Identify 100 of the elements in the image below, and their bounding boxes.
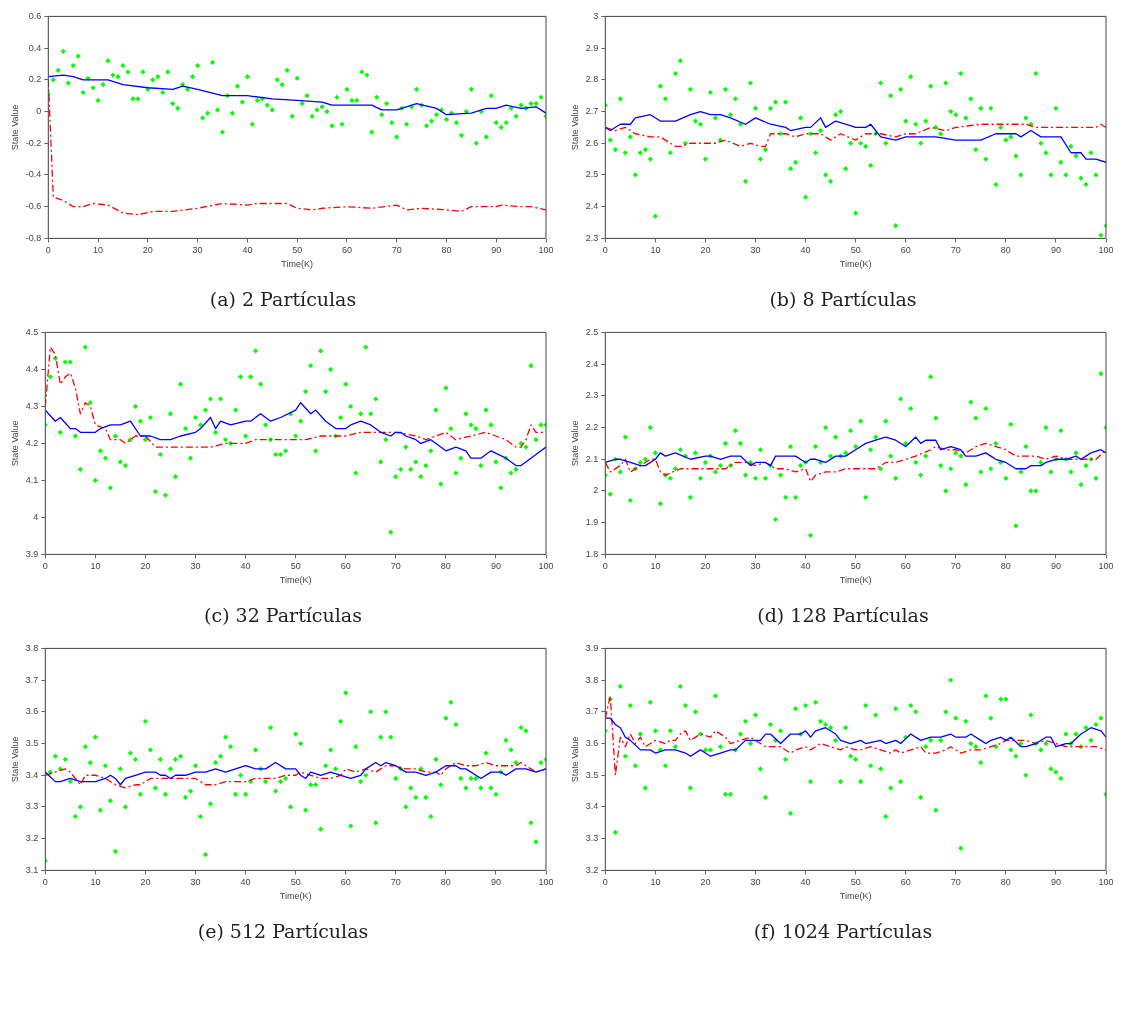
x-tick-label: 70 bbox=[390, 561, 401, 572]
x-tick-label: 30 bbox=[190, 877, 201, 888]
x-tick-label: 100 bbox=[538, 877, 554, 888]
y-tick-label: 0.6 bbox=[28, 10, 42, 21]
y-tick-label: 0.2 bbox=[28, 74, 42, 85]
y-tick-label: 1.8 bbox=[585, 548, 599, 559]
x-tick-label: 50 bbox=[292, 245, 303, 256]
text: (e) 512 Partículas bbox=[197, 920, 369, 942]
x-tick-label: 20 bbox=[700, 245, 711, 256]
x-tick-label: 50 bbox=[290, 877, 301, 888]
text: (f) 1024 Partículas bbox=[753, 920, 933, 942]
y-tick-label: -0.2 bbox=[25, 137, 42, 148]
y-tick-label: 0 bbox=[36, 106, 42, 117]
y-tick-label: 4 bbox=[33, 511, 39, 522]
x-tick-label: 70 bbox=[950, 245, 961, 256]
x-tick-label: 30 bbox=[750, 877, 761, 888]
x-tick-label: 90 bbox=[1050, 561, 1061, 572]
y-axis-title: State Value bbox=[9, 104, 20, 151]
y-tick-label: 3.2 bbox=[25, 833, 39, 844]
y-tick-label: 2.8 bbox=[585, 74, 599, 85]
x-tick-label: 20 bbox=[140, 561, 151, 572]
y-tick-label: 4.5 bbox=[25, 326, 39, 337]
y-axis-title: State Value bbox=[9, 420, 20, 467]
x-tick-label: 30 bbox=[192, 245, 203, 256]
x-tick-label: 80 bbox=[1000, 561, 1011, 572]
x-axis-title: Time(K) bbox=[839, 575, 872, 586]
x-tick-label: 100 bbox=[1098, 877, 1114, 888]
x-tick-label: 90 bbox=[490, 561, 501, 572]
x-axis-title: Time(K) bbox=[279, 891, 312, 902]
y-tick-label: 4.3 bbox=[25, 400, 39, 411]
x-tick-label: 0 bbox=[602, 245, 608, 256]
x-tick-label: 100 bbox=[1098, 561, 1114, 572]
y-tick-label: -0.6 bbox=[25, 201, 42, 212]
x-tick-label: 80 bbox=[1000, 245, 1011, 256]
y-tick-label: 2.4 bbox=[585, 201, 599, 212]
x-tick-label: 50 bbox=[850, 245, 861, 256]
y-tick-label: 4.2 bbox=[25, 437, 39, 448]
y-tick-label: 2.9 bbox=[585, 42, 599, 53]
y-tick-label: 2.3 bbox=[585, 232, 599, 243]
x-tick-label: 80 bbox=[1000, 877, 1011, 888]
y-tick-label: 3.3 bbox=[585, 833, 599, 844]
y-axis-title: State Value bbox=[569, 420, 580, 467]
x-tick-label: 90 bbox=[1050, 245, 1061, 256]
y-tick-label: 4.4 bbox=[25, 363, 39, 374]
x-tick-label: 50 bbox=[290, 561, 301, 572]
x-tick-label: 40 bbox=[800, 245, 811, 256]
y-tick-label: 3.7 bbox=[585, 706, 599, 717]
x-tick-label: 10 bbox=[650, 245, 661, 256]
y-tick-label: 3.3 bbox=[25, 801, 39, 812]
y-tick-label: 3.9 bbox=[585, 642, 599, 653]
x-tick-label: 100 bbox=[538, 245, 554, 256]
x-tick-label: 90 bbox=[491, 245, 502, 256]
x-axis-title: Time(K) bbox=[281, 259, 313, 270]
x-tick-label: 0 bbox=[45, 245, 51, 256]
y-tick-label: 4.1 bbox=[25, 474, 39, 485]
x-tick-label: 80 bbox=[440, 877, 451, 888]
y-tick-label: 3.5 bbox=[25, 738, 39, 749]
y-tick-label: 2.1 bbox=[585, 453, 599, 464]
y-tick-label: 2.7 bbox=[585, 106, 599, 117]
x-tick-label: 50 bbox=[850, 877, 861, 888]
y-tick-label: 0.4 bbox=[28, 42, 42, 53]
x-tick-label: 80 bbox=[441, 245, 452, 256]
y-tick-label: 3.6 bbox=[585, 738, 599, 749]
y-tick-label: 2.3 bbox=[585, 390, 599, 401]
y-tick-label: 3.5 bbox=[585, 769, 599, 780]
y-tick-label: -0.4 bbox=[25, 169, 42, 180]
x-tick-label: 40 bbox=[800, 561, 811, 572]
y-tick-label: 3.4 bbox=[25, 769, 39, 780]
y-tick-label: 3.7 bbox=[25, 674, 39, 685]
x-axis-title: Time(K) bbox=[279, 575, 312, 586]
x-tick-label: 70 bbox=[950, 561, 961, 572]
x-tick-label: 40 bbox=[240, 561, 251, 572]
x-tick-label: 0 bbox=[602, 877, 608, 888]
x-tick-label: 60 bbox=[340, 561, 351, 572]
x-tick-label: 20 bbox=[700, 877, 711, 888]
x-tick-label: 30 bbox=[750, 561, 761, 572]
x-tick-label: 20 bbox=[142, 245, 153, 256]
y-tick-label: 3.2 bbox=[585, 864, 599, 875]
x-tick-label: 50 bbox=[850, 561, 861, 572]
y-tick-label: 2.6 bbox=[585, 137, 599, 148]
line-series bbox=[605, 442, 1106, 483]
y-tick-label: 2.2 bbox=[585, 422, 599, 433]
x-tick-label: 90 bbox=[1050, 877, 1061, 888]
x-tick-label: 10 bbox=[93, 245, 104, 256]
y-axis-title: State Value bbox=[569, 104, 580, 151]
x-tick-label: 70 bbox=[391, 245, 402, 256]
y-tick-label: 2.4 bbox=[585, 358, 599, 369]
x-tick-label: 60 bbox=[341, 245, 352, 256]
x-tick-label: 60 bbox=[340, 877, 351, 888]
x-axis-title: Time(K) bbox=[839, 259, 872, 270]
x-tick-label: 20 bbox=[140, 877, 151, 888]
x-tick-label: 100 bbox=[538, 561, 554, 572]
x-tick-label: 60 bbox=[900, 245, 911, 256]
y-tick-label: -0.8 bbox=[25, 232, 42, 243]
x-tick-label: 60 bbox=[900, 561, 911, 572]
y-tick-label: 3.6 bbox=[25, 706, 39, 717]
y-tick-label: 3.9 bbox=[25, 548, 39, 559]
x-tick-label: 0 bbox=[602, 561, 608, 572]
y-tick-label: 2.5 bbox=[585, 326, 599, 337]
text: (a) 2 Partículas bbox=[209, 288, 357, 310]
